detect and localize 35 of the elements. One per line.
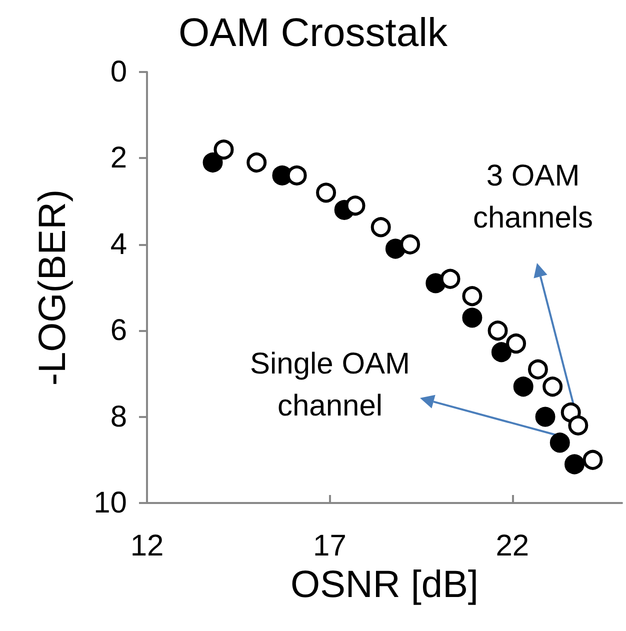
point	[568, 415, 588, 436]
point	[214, 140, 234, 160]
point	[440, 268, 460, 289]
x-tick-label: 22	[496, 530, 530, 562]
point	[370, 217, 391, 238]
y-tick-label: 10	[94, 486, 127, 520]
point	[491, 342, 512, 362]
y-tick-label: 4	[110, 228, 127, 261]
point	[246, 152, 267, 173]
annotation: 3 OAM channels	[472, 160, 594, 234]
point	[550, 432, 570, 453]
y-tick-label: 6	[110, 314, 127, 348]
x-axis-title: OSNR [dB]	[290, 564, 478, 606]
point	[462, 308, 482, 328]
point	[528, 359, 548, 380]
point	[564, 454, 584, 474]
point	[400, 234, 420, 254]
x-tick-label: 17	[313, 530, 346, 562]
annotation: Single OAM channel	[250, 348, 410, 422]
point	[513, 376, 534, 397]
point	[488, 320, 508, 341]
x-tick-label: 12	[130, 530, 164, 562]
y-tick-label: 8	[110, 400, 127, 434]
point	[316, 182, 336, 203]
point	[506, 334, 526, 354]
chart-title: OAM Crosstalk	[178, 11, 448, 55]
y-tick-label: 0	[110, 56, 127, 88]
y-axis-title: -LOG(BER)	[32, 189, 74, 386]
point	[542, 376, 563, 397]
point	[582, 450, 603, 470]
point	[462, 286, 482, 306]
point	[202, 152, 223, 173]
point	[345, 196, 366, 216]
y-tick-label: 2	[110, 142, 127, 175]
point	[535, 406, 556, 427]
